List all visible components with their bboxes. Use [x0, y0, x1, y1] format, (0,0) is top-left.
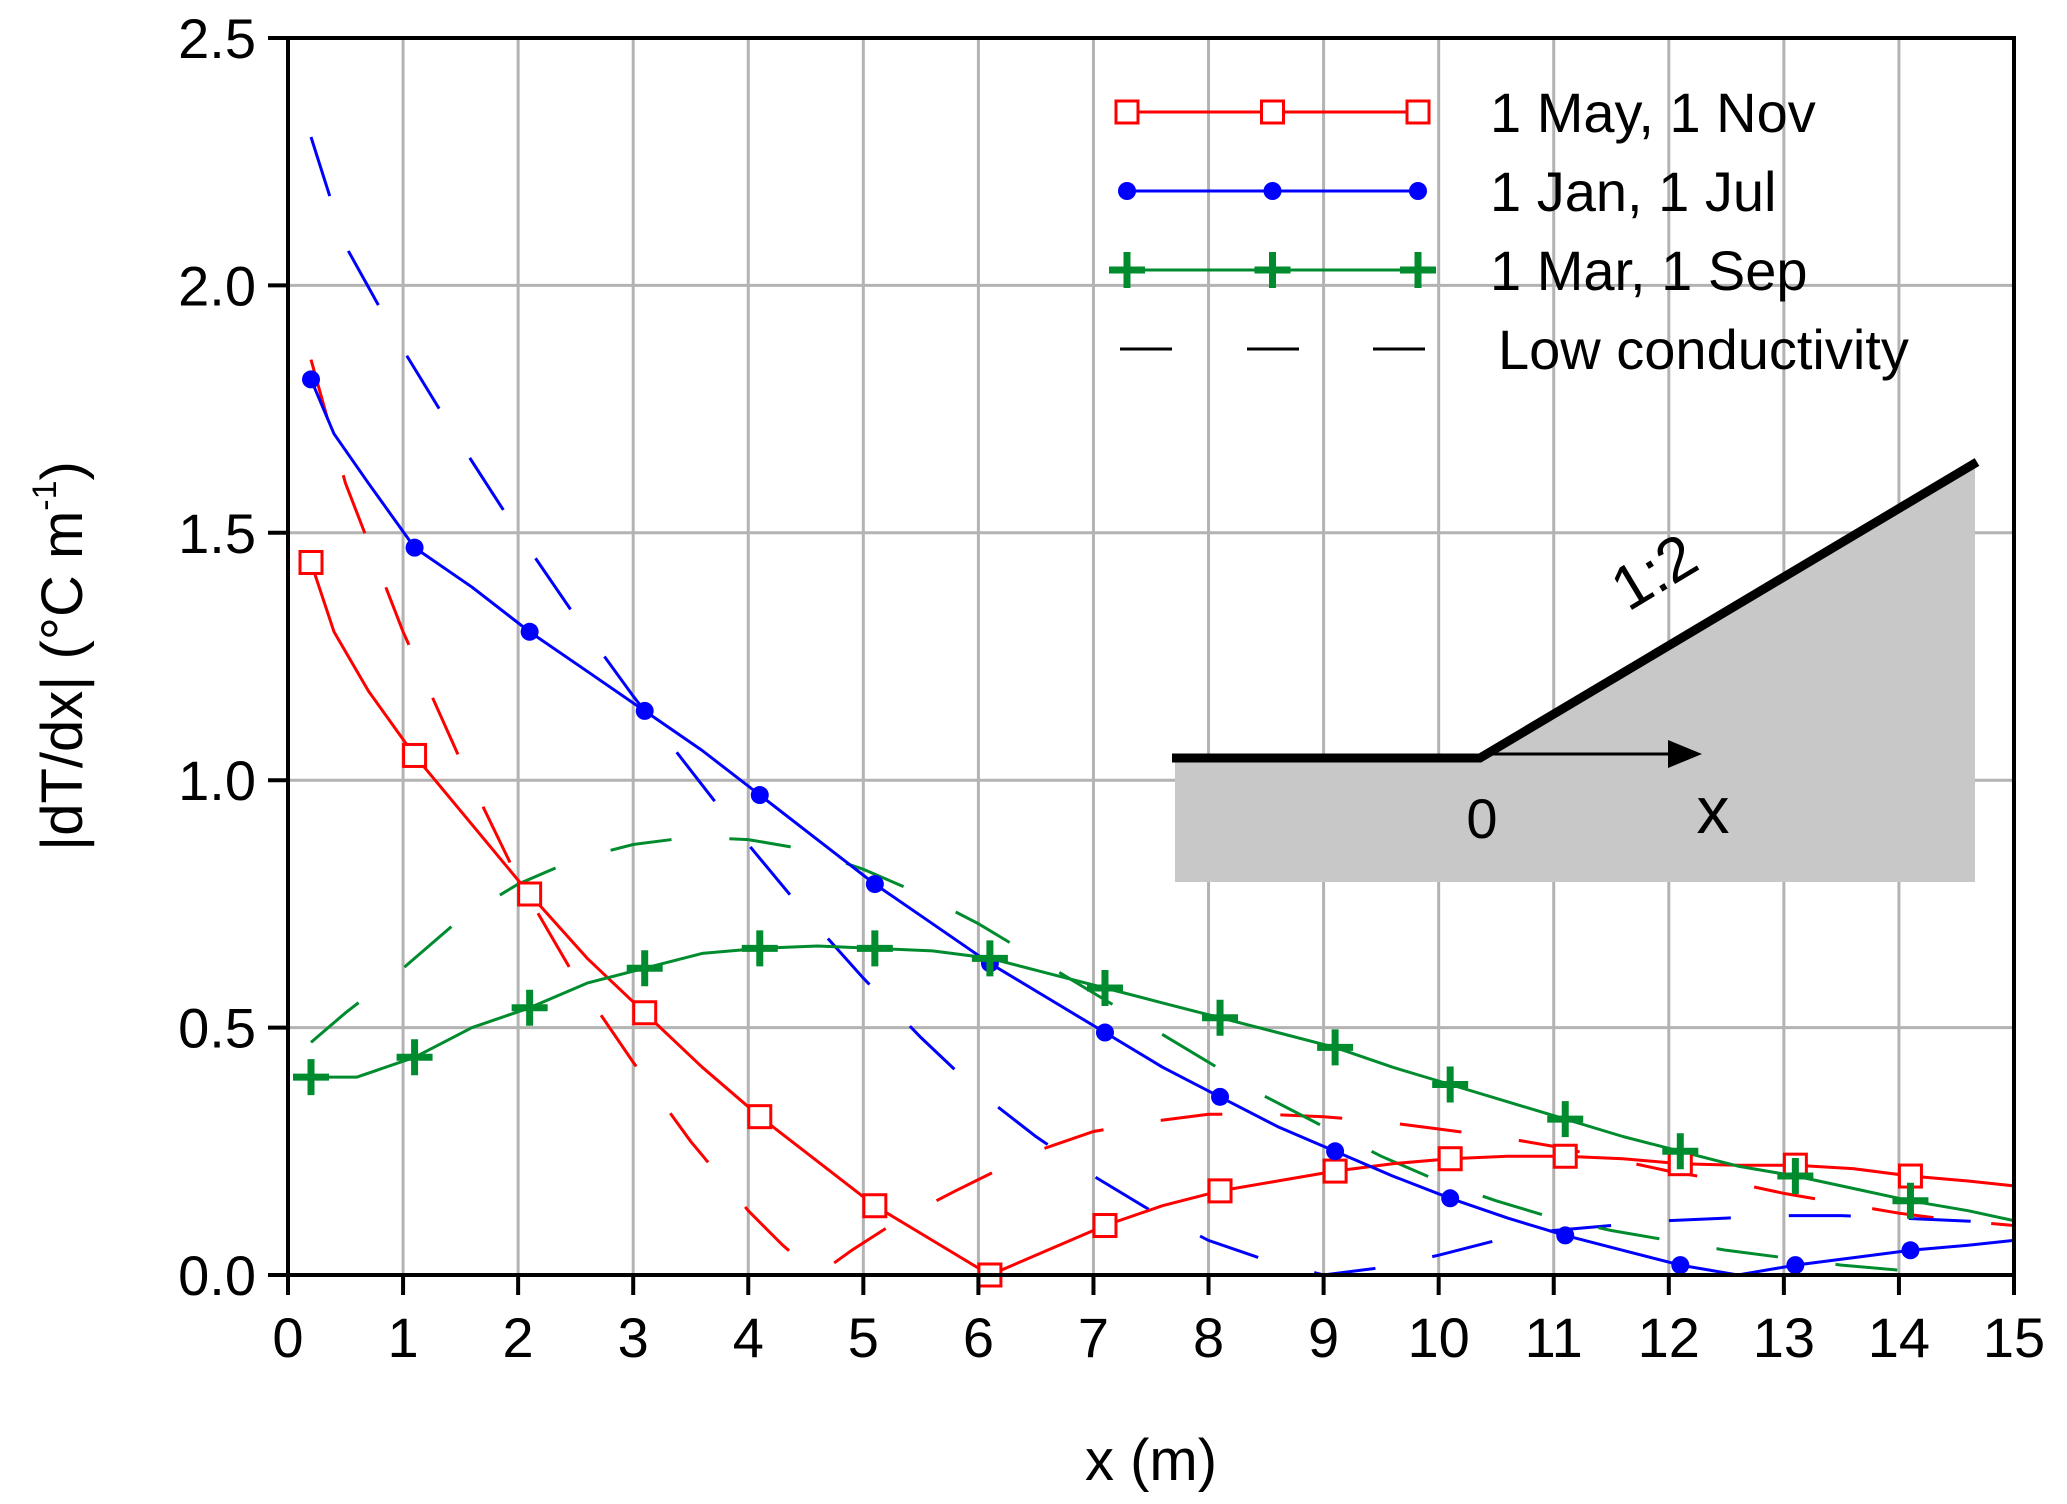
y-tick-label: 0.0: [178, 1244, 256, 1307]
circle-marker: [1786, 1256, 1805, 1275]
circle-marker: [1211, 1087, 1230, 1106]
x-tick-label: 15: [1983, 1306, 2045, 1369]
inset-origin-label: 0: [1466, 787, 1497, 850]
square-marker: [632, 1000, 658, 1026]
circle-marker: [1095, 1023, 1114, 1042]
square-marker: [1552, 1143, 1578, 1169]
square-marker: [1114, 99, 1140, 125]
square-marker: [1322, 1158, 1348, 1184]
inset-slope-line: [1172, 458, 1980, 763]
square-marker: [517, 881, 543, 907]
circle-marker: [1326, 1142, 1345, 1161]
x-tick-label: 11: [1525, 1306, 1583, 1369]
inset-arrowhead-icon: [1668, 740, 1702, 768]
plus-marker: [1109, 252, 1145, 288]
x-tick-label: 2: [503, 1306, 534, 1369]
x-tick-label: 12: [1638, 1306, 1700, 1369]
x-tick-label: 5: [848, 1306, 879, 1369]
x-tick-label: 13: [1753, 1306, 1815, 1369]
circle-marker: [1118, 182, 1136, 200]
plus-marker: [396, 1039, 433, 1076]
legend: 1 May, 1 Nov 1 Jan, 1 Jul 1 Mar, 1 Sep Low …: [1109, 81, 1909, 381]
y-tick-label: 1.0: [178, 749, 256, 812]
plus-marker: [1202, 999, 1239, 1036]
y-axis-title: |dT/dx| (°C m-1): [26, 461, 95, 851]
x-tick-label: 3: [618, 1306, 649, 1369]
legend-label: Low conductivity: [1498, 318, 1909, 381]
square-marker: [1437, 1146, 1463, 1172]
low-conductivity-curve: [310, 835, 2014, 1275]
plus-marker: [1547, 1101, 1584, 1138]
circle-marker: [1409, 182, 1427, 200]
square-marker: [747, 1104, 773, 1130]
plus-marker: [1254, 252, 1291, 288]
plus-marker: [1892, 1182, 1929, 1219]
circle-marker: [1441, 1189, 1460, 1208]
plus-marker: [1662, 1133, 1699, 1170]
x-axis-title: x (m): [1085, 1428, 1217, 1493]
square-marker: [1260, 99, 1285, 125]
square-marker: [402, 742, 428, 768]
inset-slope-label: 1:2: [1600, 521, 1709, 625]
inset-ground-fill: [1175, 462, 1975, 882]
square-marker: [1405, 99, 1431, 125]
series-line: [311, 944, 2014, 1223]
plus-marker: [1432, 1066, 1469, 1103]
y-tick-label: 0.5: [178, 997, 256, 1060]
y-axis-title-superscript: -1: [26, 480, 64, 510]
y-tick-label: 2.5: [178, 7, 256, 70]
x-tick-label: 0: [272, 1306, 303, 1369]
plus-marker: [1400, 252, 1436, 288]
circle-marker: [1556, 1226, 1575, 1245]
plus-marker: [1777, 1158, 1814, 1195]
x-tick-label: 6: [963, 1306, 994, 1369]
plus-marker: [1086, 970, 1123, 1007]
y-tick-label: 1.5: [178, 502, 256, 565]
square-marker: [862, 1193, 888, 1219]
square-marker: [1092, 1213, 1118, 1239]
y-axis-title-main: |dT/dx| (°C m: [30, 511, 95, 851]
x-tick-label: 14: [1868, 1306, 1930, 1369]
circle-marker: [635, 701, 654, 720]
circle-marker: [1671, 1256, 1690, 1275]
circle-marker: [405, 538, 424, 557]
circle-marker: [520, 622, 539, 641]
circle-marker: [865, 875, 884, 894]
x-tick-label: 8: [1193, 1306, 1224, 1369]
plus-marker: [293, 1059, 330, 1096]
x-tick-label: 4: [733, 1306, 764, 1369]
legend-label: 1 Jan, 1 Jul: [1490, 160, 1776, 223]
plus-marker: [741, 930, 778, 967]
low-conductivity-curve: [309, 136, 2014, 1275]
x-tick-label: 9: [1308, 1306, 1339, 1369]
plus-marker: [971, 940, 1008, 977]
inset-x-label: x: [1697, 773, 1730, 847]
x-tick-label: 1: [387, 1306, 418, 1369]
plus-marker: [1317, 1029, 1354, 1066]
square-marker: [1207, 1178, 1233, 1204]
plus-marker: [856, 930, 893, 967]
y-axis-title-close: ): [30, 461, 95, 480]
x-tick-label: 10: [1408, 1306, 1470, 1369]
circle-marker: [1901, 1241, 1920, 1260]
circle-marker: [1263, 182, 1282, 200]
legend-label: 1 May, 1 Nov: [1490, 81, 1816, 144]
plot-markers: [293, 370, 1929, 1288]
y-tick-label: 2.0: [178, 254, 256, 317]
plot-frame: [286, 36, 2016, 1277]
legend-label: 1 Mar, 1 Sep: [1490, 239, 1808, 302]
square-marker: [298, 549, 324, 575]
circle-marker: [302, 370, 321, 389]
plus-marker: [626, 950, 663, 987]
slope-inset: 1:2 0 x: [1172, 458, 1980, 882]
x-tick-label: 7: [1078, 1306, 1109, 1369]
plus-marker: [511, 989, 548, 1026]
circle-marker: [750, 786, 769, 805]
axes: 0 1 2 3 4 5 6 7 8 9 10 11 12 13 14 150.00.51.01.52.02.5: [178, 7, 2045, 1369]
